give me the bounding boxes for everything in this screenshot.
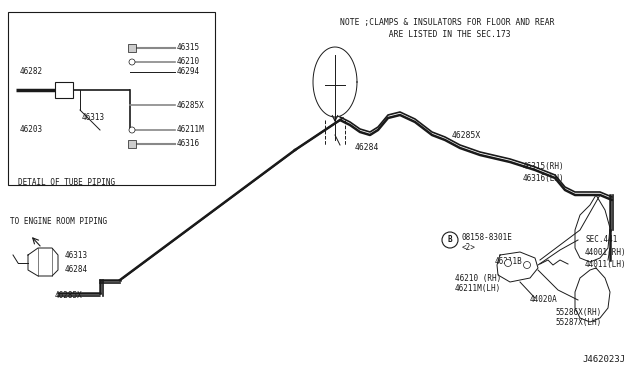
Text: SEC.441: SEC.441 — [585, 235, 618, 244]
Text: 46210 (RH): 46210 (RH) — [455, 273, 501, 282]
Circle shape — [524, 262, 531, 269]
Text: 46313: 46313 — [65, 250, 88, 260]
Text: 46203: 46203 — [20, 125, 43, 135]
Text: TO ENGINE ROOM PIPING: TO ENGINE ROOM PIPING — [10, 218, 107, 227]
Bar — [128, 140, 136, 148]
Text: <2>: <2> — [462, 244, 476, 253]
Text: 46284: 46284 — [65, 266, 88, 275]
Text: 55286X(RH): 55286X(RH) — [555, 308, 601, 317]
Text: 46315(RH): 46315(RH) — [523, 163, 564, 171]
Text: 46285X: 46285X — [452, 131, 481, 140]
Text: 46210: 46210 — [177, 58, 200, 67]
Text: B: B — [448, 235, 452, 244]
Text: 46211B: 46211B — [495, 257, 523, 266]
Text: 08158-8301E: 08158-8301E — [462, 232, 513, 241]
Circle shape — [129, 59, 135, 65]
Text: 46284: 46284 — [355, 144, 380, 153]
Circle shape — [129, 127, 135, 133]
Bar — [8, 12, 215, 185]
Text: 46211M(LH): 46211M(LH) — [455, 285, 501, 294]
Text: 44011(LH): 44011(LH) — [585, 260, 627, 269]
Text: 46282: 46282 — [20, 67, 43, 77]
Text: 46294: 46294 — [177, 67, 200, 77]
Text: J462023J: J462023J — [582, 356, 625, 365]
Circle shape — [442, 232, 458, 248]
Text: 46211M: 46211M — [177, 125, 205, 135]
Text: 46316: 46316 — [177, 140, 200, 148]
Text: 55287X(LH): 55287X(LH) — [555, 318, 601, 327]
Text: DETAIL OF TUBE PIPING: DETAIL OF TUBE PIPING — [18, 178, 115, 187]
Circle shape — [504, 260, 511, 266]
Text: 46285X: 46285X — [177, 100, 205, 109]
Text: 46313: 46313 — [82, 113, 105, 122]
Text: 46285X: 46285X — [55, 291, 83, 299]
Bar — [55, 82, 73, 98]
Text: ARE LISTED IN THE SEC.173: ARE LISTED IN THE SEC.173 — [340, 30, 511, 39]
Text: NOTE ;CLAMPS & INSULATORS FOR FLOOR AND REAR: NOTE ;CLAMPS & INSULATORS FOR FLOOR AND … — [340, 18, 554, 27]
Text: 46315: 46315 — [177, 44, 200, 52]
Bar — [128, 44, 136, 52]
Text: 44020A: 44020A — [530, 295, 557, 305]
Text: 46316(LH): 46316(LH) — [523, 173, 564, 183]
Text: 44001(RH): 44001(RH) — [585, 247, 627, 257]
